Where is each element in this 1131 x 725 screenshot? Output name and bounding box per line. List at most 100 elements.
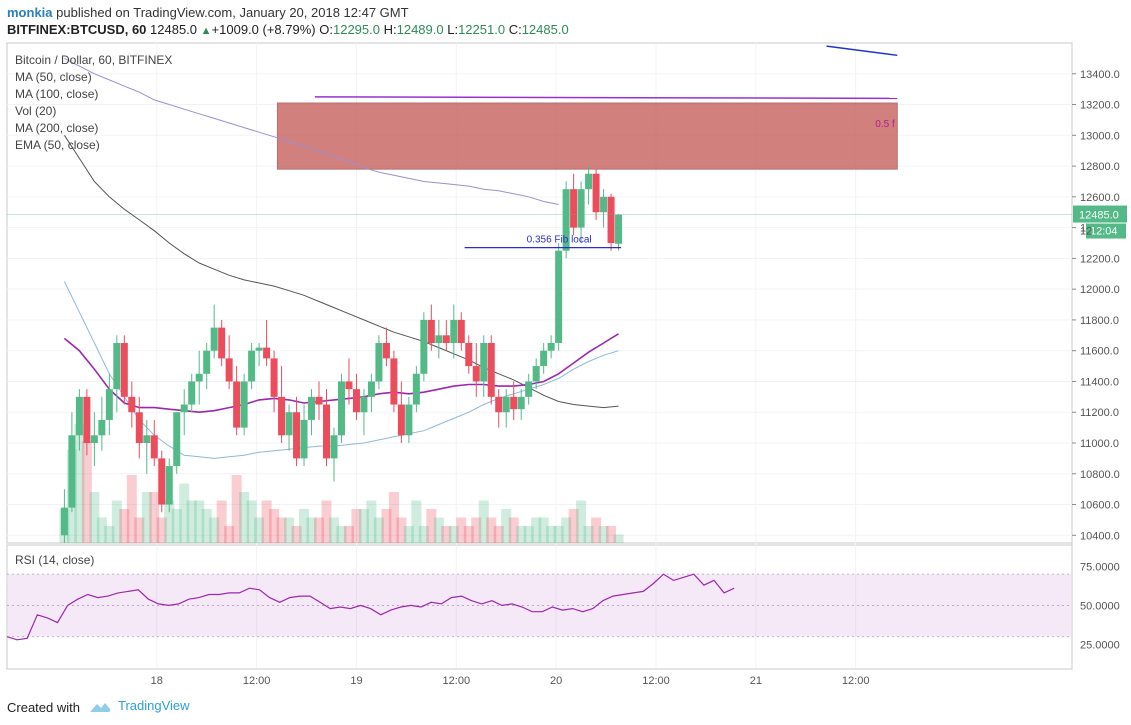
volume-bar — [254, 517, 265, 543]
candle-body — [188, 381, 196, 405]
candle-body — [113, 343, 121, 390]
candle-body — [293, 412, 301, 459]
legend-ma50[interactable]: MA (50, close) — [15, 70, 92, 84]
volume-bar — [538, 517, 549, 543]
volume-bar — [231, 475, 242, 543]
candle-body — [375, 343, 383, 382]
candle-body — [577, 189, 585, 228]
volume-bar — [246, 500, 257, 543]
candle-body — [615, 214, 623, 244]
candle-body — [173, 412, 181, 467]
candle-body — [210, 327, 218, 351]
candles — [60, 166, 623, 543]
volume-bar — [433, 517, 444, 543]
price-chart[interactable]: 0.356 Fib local 0.5 f 13400.0 13200.0 13000… — [0, 0, 1131, 690]
blue-trendline — [826, 45, 898, 57]
volume-bar — [493, 526, 504, 543]
price-tick-label: 11400.0 — [1080, 376, 1119, 388]
volume-bar — [216, 500, 227, 543]
volume-bar — [598, 526, 609, 543]
volume-bar — [546, 526, 557, 543]
open-label: O: — [319, 22, 333, 37]
rsi-line — [6, 573, 735, 641]
candle-body — [525, 381, 533, 397]
rsi-pane[interactable] — [6, 544, 1073, 670]
quote-line: BITFINEX:BTCUSD, 60 12485.0 ▲+1009.0 (+8… — [7, 22, 569, 37]
volume-bar — [74, 424, 85, 543]
candle-body — [412, 373, 420, 405]
rsi-tick-label: 25.0000 — [1080, 640, 1120, 652]
candle-body — [90, 435, 98, 443]
legend-vol[interactable]: Vol (20) — [15, 104, 57, 118]
candle-body — [98, 419, 106, 436]
tradingview-cloud-icon — [90, 702, 111, 712]
volume-bar — [134, 517, 145, 543]
volume-bar — [156, 517, 167, 543]
rsi-tick-label: 50.0000 — [1080, 600, 1120, 612]
author-link[interactable]: monkia — [7, 5, 53, 20]
volume-bar — [583, 526, 594, 543]
candle-body — [135, 412, 143, 443]
time-tick-label: 12:00 — [842, 675, 870, 687]
symbol-label: BITFINEX:BTCUSD, 60 — [7, 22, 147, 37]
candle-body — [382, 343, 390, 359]
volume-bar — [463, 526, 474, 543]
volume-bar — [373, 517, 384, 543]
candle-body — [510, 396, 518, 410]
last-price: 12485.0 — [150, 22, 198, 37]
volume-bar — [171, 509, 182, 543]
price-tick-label: 11600.0 — [1080, 346, 1119, 358]
partial-price-label: 12 — [1080, 226, 1092, 238]
price-tick-label: 13400.0 — [1080, 69, 1120, 81]
candle-body — [270, 358, 278, 397]
candle-body — [337, 381, 345, 436]
volume-bar — [478, 500, 489, 543]
volume-bar — [239, 492, 250, 543]
price-tick-label: 11800.0 — [1080, 315, 1119, 327]
candle-body — [330, 435, 338, 459]
price-tick-label: 12200.0 — [1080, 253, 1120, 265]
tradingview-link[interactable]: TradingView — [88, 698, 190, 713]
high-value: 12489.0 — [396, 22, 444, 37]
candle-body — [442, 335, 450, 343]
time-tick-label: 19 — [350, 675, 362, 687]
volume-bar — [299, 509, 310, 543]
candle-body — [352, 389, 360, 413]
publish-line: monkia published on TradingView.com, Jan… — [7, 5, 409, 20]
grid — [7, 43, 1072, 668]
legend-ma200[interactable]: MA (200, close) — [15, 121, 99, 135]
volume-bar — [366, 500, 377, 543]
candle-body — [233, 381, 241, 428]
volume-bar — [104, 526, 115, 543]
volume-bar — [81, 441, 92, 543]
time-tick-label: 12:00 — [243, 675, 271, 687]
legend-ema50[interactable]: EMA (50, close) — [15, 138, 100, 152]
volume-bar — [448, 526, 459, 543]
countdown-tag — [1086, 223, 1126, 239]
volume-bar — [568, 509, 579, 543]
volume-bar — [224, 526, 235, 543]
candle-body — [540, 350, 548, 367]
volume-bar — [516, 526, 527, 543]
tradingview-label: TradingView — [118, 698, 190, 713]
volume-bar — [336, 526, 347, 543]
rsi-title[interactable]: RSI (14, close) — [15, 553, 95, 567]
volume-bar — [96, 517, 107, 543]
volume-bar — [194, 500, 205, 543]
volume-bar — [508, 517, 519, 543]
price-tick-label: 12600.0 — [1080, 192, 1120, 204]
candle-body — [607, 196, 615, 243]
volume-bar — [388, 492, 399, 543]
volume-bar — [358, 509, 369, 543]
volume-bars — [59, 424, 624, 543]
volume-bar — [441, 526, 452, 543]
candle-body — [600, 196, 608, 213]
candle-body — [562, 189, 570, 251]
volume-bar — [201, 509, 212, 543]
zone-label: 0.5 f — [875, 119, 895, 130]
price-tick-label: 13000.0 — [1080, 130, 1120, 142]
volume-bar — [471, 517, 482, 543]
candle-body — [323, 404, 330, 459]
candle-body — [300, 419, 308, 459]
legend-ma100[interactable]: MA (100, close) — [15, 87, 99, 101]
